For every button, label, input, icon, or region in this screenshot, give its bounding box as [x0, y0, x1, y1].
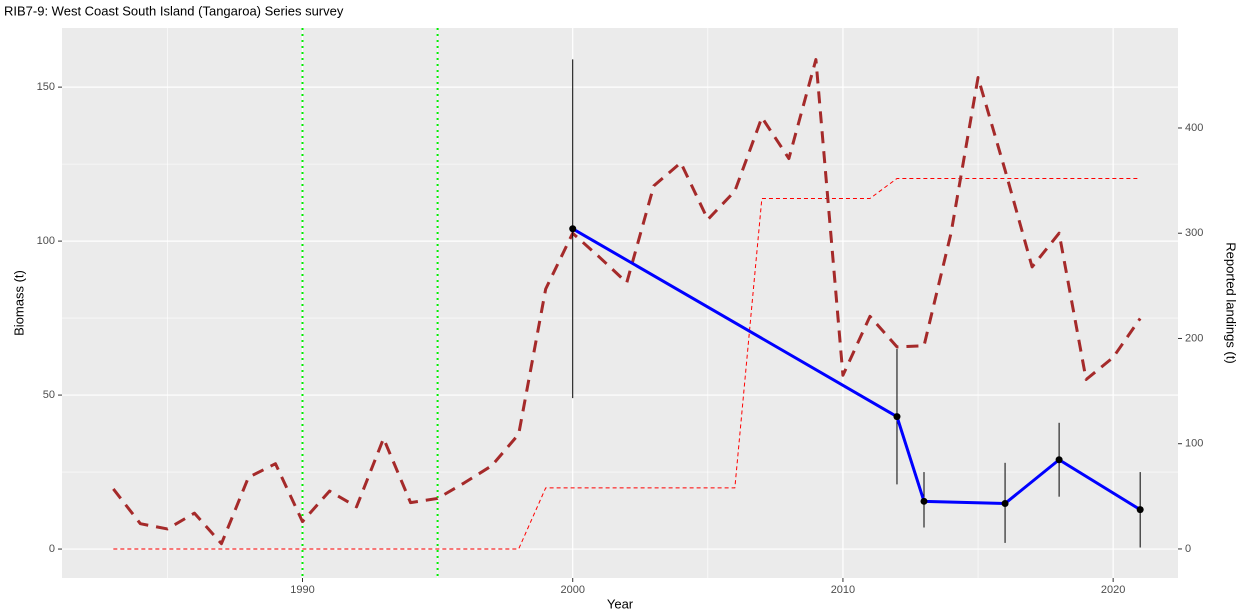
- y-tick-label: 0: [49, 543, 55, 555]
- y-tick-label: 50: [43, 389, 55, 401]
- point: [569, 225, 577, 233]
- point: [1055, 456, 1063, 464]
- y2-tick-label: 100: [1185, 438, 1203, 450]
- series-line: [113, 177, 1141, 550]
- y-axis-title: Biomass (t): [11, 270, 26, 336]
- y2-tick-label: 300: [1185, 227, 1203, 239]
- y2-tick-label: 0: [1185, 543, 1191, 555]
- point: [1001, 499, 1009, 507]
- x-tick-label: 1990: [290, 584, 314, 596]
- point: [893, 413, 901, 421]
- x-axis-title: Year: [607, 596, 634, 611]
- x-tick-label: 2000: [560, 584, 584, 596]
- series-line: [112, 58, 1142, 546]
- x-tick-label: 2020: [1101, 584, 1125, 596]
- chart-title: RIB7-9: West Coast South Island (Tangaro…: [4, 3, 344, 18]
- y2-tick-label: 200: [1185, 332, 1203, 344]
- y-tick-label: 150: [37, 81, 55, 93]
- point: [1136, 506, 1144, 514]
- series-line: [571, 227, 1141, 511]
- y2-tick-label: 400: [1185, 122, 1203, 134]
- panel: [62, 28, 1178, 578]
- point: [920, 497, 928, 505]
- y-tick-label: 100: [37, 235, 55, 247]
- x-tick-label: 2010: [831, 584, 855, 596]
- y2-axis-title: Reported landings (t): [1224, 242, 1239, 363]
